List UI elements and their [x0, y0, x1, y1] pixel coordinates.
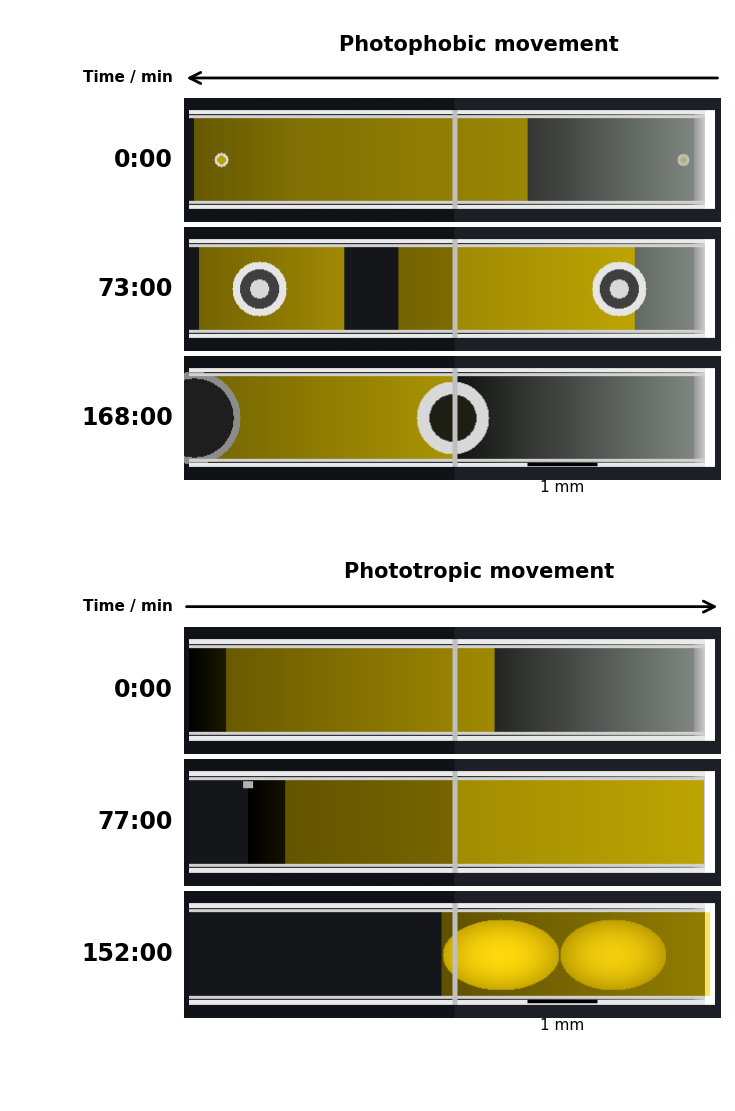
Text: 1 mm: 1 mm: [540, 1018, 584, 1033]
Text: Time / min: Time / min: [83, 599, 173, 614]
Text: Phototropic movement: Phototropic movement: [344, 562, 614, 582]
Text: 0:00: 0:00: [114, 679, 173, 702]
Text: 168:00: 168:00: [81, 407, 173, 430]
Text: Time / min: Time / min: [83, 70, 173, 86]
Text: 152:00: 152:00: [81, 942, 173, 967]
Text: 1 mm: 1 mm: [540, 480, 584, 496]
Text: Photophobic movement: Photophobic movement: [339, 34, 619, 54]
Text: 77:00: 77:00: [97, 810, 173, 834]
Text: 73:00: 73:00: [97, 277, 173, 301]
Text: 0:00: 0:00: [114, 148, 173, 172]
